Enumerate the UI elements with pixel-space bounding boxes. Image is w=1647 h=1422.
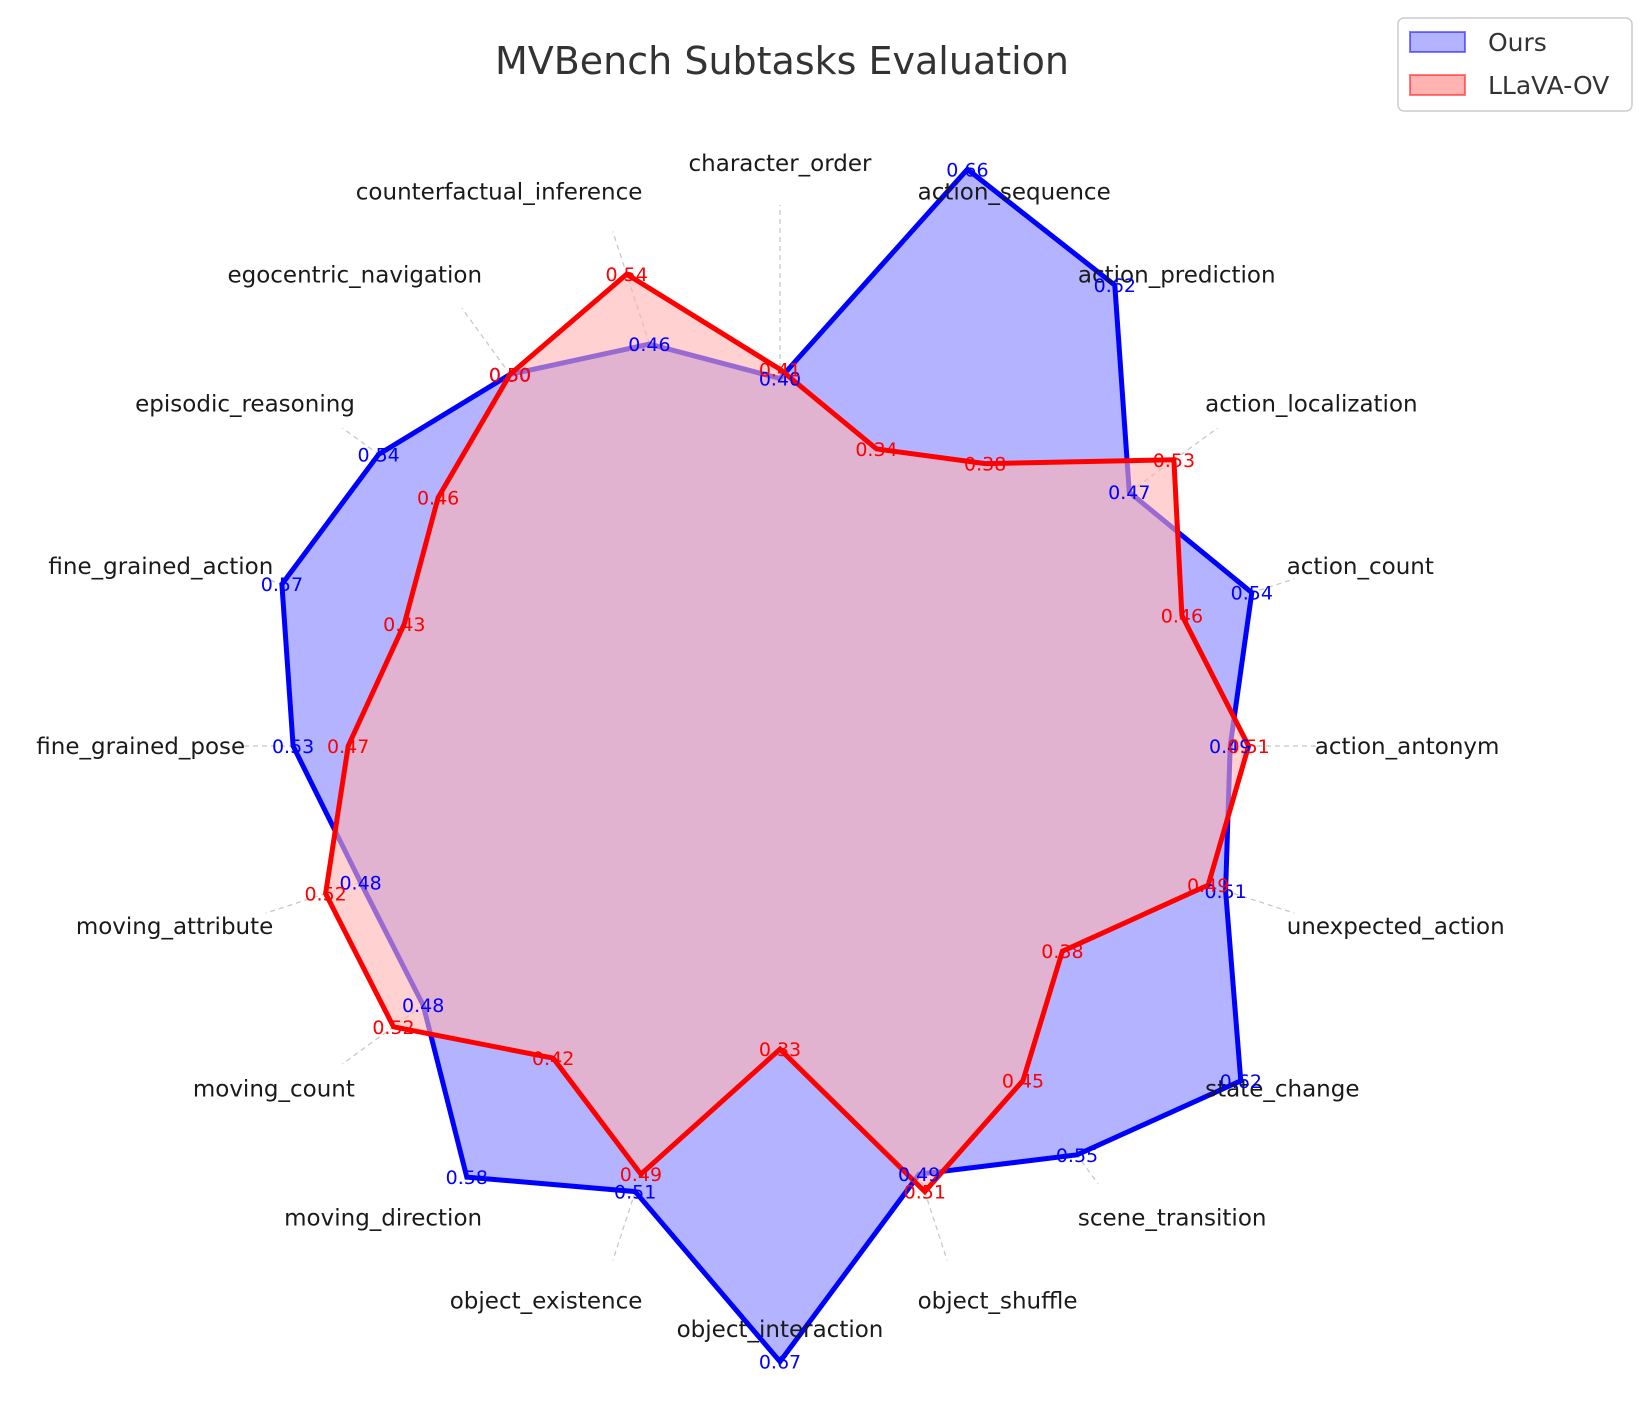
value-label-llava-ov-moving_attribute: 0.52: [304, 884, 346, 906]
value-label-llava-ov-state_change: 0.38: [1041, 941, 1083, 963]
value-label-ours-unexpected_action: 0.51: [1204, 881, 1246, 903]
value-label-llava-ov-moving_count: 0.52: [372, 1017, 414, 1039]
axis-label-action_antonym: action_antonym: [1315, 734, 1500, 760]
value-label-ours-action_prediction: 0.62: [1094, 275, 1136, 297]
value-label-llava-ov-action_localization: 0.53: [1153, 450, 1195, 472]
value-label-llava-ov-egocentric_navigation: 0.50: [489, 364, 531, 386]
value-label-llava-ov-unexpected_action: 0.49: [1187, 875, 1229, 897]
axis-label-moving_direction: moving_direction: [284, 1206, 482, 1232]
axis-label-episodic_reasoning: episodic_reasoning: [135, 391, 355, 417]
axis-label-object_existence: object_existence: [450, 1288, 643, 1314]
value-label-ours-object_existence: 0.51: [614, 1182, 656, 1204]
axis-label-action_sequence: action_sequence: [918, 180, 1111, 206]
axis-label-object_shuffle: object_shuffle: [918, 1288, 1078, 1314]
axis-label-unexpected_action: unexpected_action: [1287, 914, 1505, 940]
radar-axis-labels: action_antonym action_count action_localiz…: [36, 151, 1504, 1343]
axis-label-counterfactual_inference: counterfactual_inference: [356, 180, 643, 206]
axis-label-action_count: action_count: [1287, 554, 1434, 580]
value-label-llava-ov-character_order: 0.41: [759, 359, 801, 381]
chart-title: MVBench Subtasks Evaluation: [495, 39, 1069, 83]
value-label-llava-ov-object_existence: 0.49: [620, 1164, 662, 1186]
axis-label-state_change: state_change: [1205, 1077, 1359, 1103]
value-label-ours-action_count: 0.54: [1231, 583, 1273, 605]
radar-polygons: [279, 165, 1255, 1366]
value-label-ours-object_interaction: 0.67: [759, 1352, 801, 1374]
value-label-ours-moving_count: 0.48: [402, 995, 444, 1017]
value-label-ours-state_change: 0.62: [1220, 1071, 1262, 1093]
axis-label-moving_count: moving_count: [193, 1077, 355, 1103]
value-label-ours-egocentric_navigation: 0.50: [489, 364, 531, 386]
value-label-llava-ov-moving_direction: 0.42: [532, 1048, 574, 1070]
axis-label-scene_transition: scene_transition: [1078, 1206, 1267, 1232]
axis-label-action_prediction: action_prediction: [1078, 263, 1276, 289]
value-label-llava-ov-action_sequence: 0.34: [855, 439, 897, 461]
value-label-llava-ov-action_prediction: 0.38: [964, 454, 1006, 476]
value-label-ours-object_shuffle: 0.49: [898, 1164, 940, 1186]
value-label-ours-counterfactual_inference: 0.46: [628, 334, 670, 356]
legend-swatch-llava-ov: [1409, 74, 1466, 96]
axis-label-character_order: character_order: [689, 151, 873, 177]
value-label-llava-ov-object_shuffle: 0.51: [904, 1182, 946, 1204]
axis-label-object_interaction: object_interaction: [677, 1317, 884, 1343]
value-label-llava-ov-counterfactual_inference: 0.54: [606, 264, 648, 286]
value-label-ours-moving_direction: 0.58: [446, 1167, 488, 1189]
axis-label-action_localization: action_localization: [1205, 391, 1418, 417]
legend-label-llava-ov: LLaVA-OV: [1488, 71, 1609, 100]
value-label-llava-ov-scene_transition: 0.45: [1002, 1071, 1044, 1093]
axis-label-moving_attribute: moving_attribute: [76, 914, 273, 940]
value-label-ours-fine_grained_pose: 0.53: [272, 736, 314, 758]
value-label-ours-action_antonym: 0.49: [1209, 736, 1251, 758]
legend-swatch-ours: [1409, 31, 1466, 53]
value-label-ours-fine_grained_action: 0.57: [261, 574, 303, 596]
value-label-llava-ov-action_antonym: 0.51: [1227, 736, 1269, 758]
value-label-ours-action_sequence: 0.66: [946, 159, 988, 181]
legend-label-ours: Ours: [1488, 28, 1547, 57]
value-label-ours-moving_attribute: 0.48: [339, 872, 381, 894]
value-label-llava-ov-fine_grained_pose: 0.47: [327, 736, 369, 758]
value-label-ours-action_localization: 0.47: [1108, 482, 1150, 504]
legend: Ours LLaVA-OV: [1397, 17, 1633, 112]
axis-label-egocentric_navigation: egocentric_navigation: [227, 263, 482, 289]
series-polygon-llava-ov: [323, 271, 1252, 1196]
value-label-llava-ov-object_interaction: 0.33: [759, 1039, 801, 1061]
value-label-llava-ov-action_count: 0.46: [1161, 605, 1203, 627]
value-label-llava-ov-fine_grained_action: 0.43: [383, 614, 425, 636]
axis-label-fine_grained_pose: fine_grained_pose: [36, 734, 245, 760]
radar-value-labels: 0.49 0.54 0.47 0.62 0.66 0.40 0.46 0.50 0.54 0.57…: [261, 159, 1273, 1373]
value-label-ours-scene_transition: 0.55: [1056, 1145, 1098, 1167]
value-label-ours-episodic_reasoning: 0.54: [357, 444, 399, 466]
value-label-llava-ov-episodic_reasoning: 0.46: [417, 488, 459, 510]
axis-label-fine_grained_action: fine_grained_action: [48, 554, 273, 580]
value-label-ours-character_order: 0.40: [759, 369, 801, 391]
